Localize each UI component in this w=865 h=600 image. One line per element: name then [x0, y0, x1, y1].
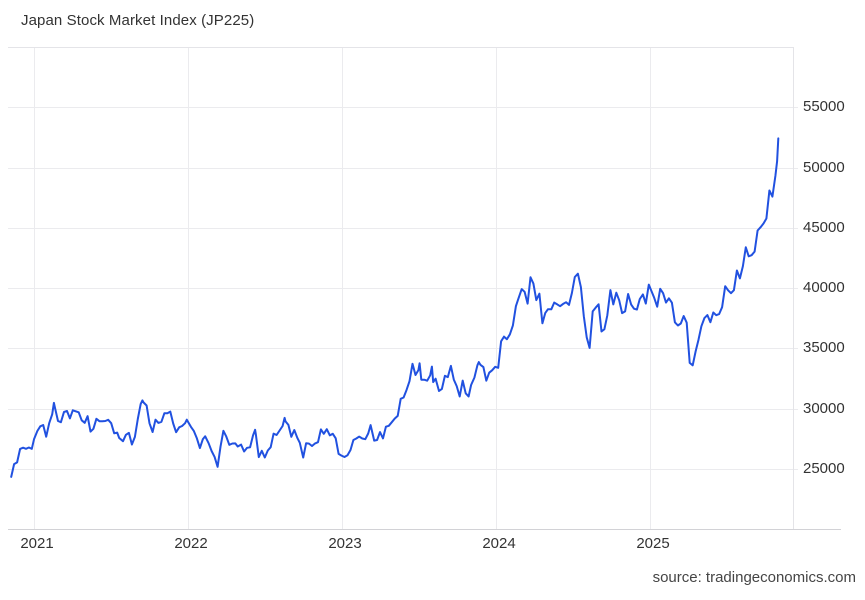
y-axis-label: 45000	[803, 218, 845, 236]
price-line-series[interactable]	[10, 137, 780, 478]
y-axis-label: 35000	[803, 339, 845, 357]
x-axis-label: 2022	[174, 535, 208, 552]
x-axis-label: 2025	[636, 535, 670, 552]
y-axis-label: 55000	[803, 98, 845, 116]
x-axis-label: 2023	[328, 535, 362, 552]
y-axis-label: 30000	[803, 399, 845, 417]
source-attribution: source: tradingeconomics.com	[652, 569, 856, 586]
y-axis-label: 25000	[803, 459, 845, 477]
x-axis-label: 2021	[20, 535, 54, 552]
y-axis-label: 50000	[803, 158, 845, 176]
chart-title: Japan Stock Market Index (JP225)	[21, 12, 255, 29]
y-axis-label: 40000	[803, 279, 845, 296]
x-axis-label: 2024	[482, 535, 516, 552]
